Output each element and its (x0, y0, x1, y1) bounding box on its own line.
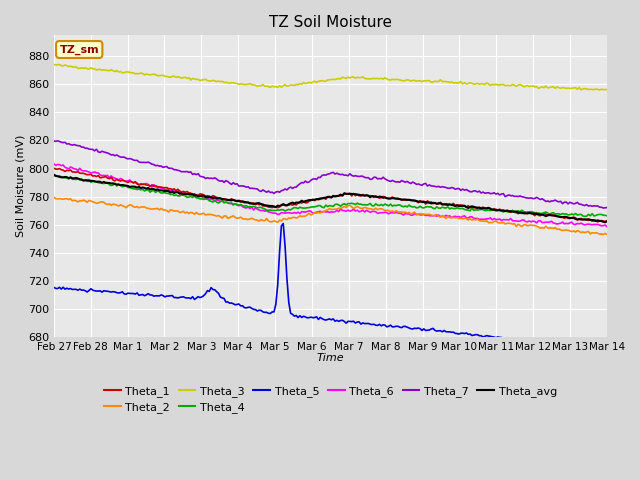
Line: Theta_1: Theta_1 (54, 168, 607, 222)
Theta_2 (52, 196, 60, 202)
Legend: Theta_1, Theta_2, Theta_3, Theta_4, Theta_5, Theta_6, Theta_7, Theta_avg: Theta_1, Theta_2, Theta_3, Theta_4, Thet… (100, 382, 561, 418)
Theta_5 (603, 346, 611, 352)
Theta_7 (52, 138, 60, 144)
Theta_5 (553, 341, 561, 347)
Theta_3 (50, 61, 58, 67)
Line: Theta_5: Theta_5 (54, 224, 607, 349)
Theta_1 (50, 166, 58, 171)
Theta_1 (603, 218, 611, 224)
Theta_6 (50, 161, 58, 167)
Theta_3 (596, 87, 604, 93)
Theta_1 (516, 210, 524, 216)
Theta_3 (52, 62, 60, 68)
Theta_4 (380, 203, 387, 208)
Theta_6 (388, 210, 396, 216)
Theta_4 (581, 214, 589, 219)
Theta_avg (603, 218, 611, 224)
Theta_5 (518, 338, 525, 344)
Theta_avg (50, 172, 58, 178)
Theta_2 (380, 206, 387, 212)
Theta_4 (516, 209, 524, 215)
Theta_2 (388, 208, 396, 214)
Theta_1 (594, 219, 602, 225)
Theta_2 (378, 206, 385, 212)
Theta_6 (516, 218, 524, 224)
Line: Theta_7: Theta_7 (54, 141, 607, 208)
Theta_2 (50, 194, 58, 200)
Theta_7 (600, 205, 607, 211)
Theta_avg (551, 213, 559, 218)
Theta_1 (388, 194, 396, 200)
Theta_1 (380, 193, 387, 199)
Theta_3 (381, 75, 389, 81)
Theta_3 (56, 61, 63, 67)
Line: Theta_2: Theta_2 (54, 197, 607, 235)
Text: TZ_sm: TZ_sm (60, 44, 99, 55)
X-axis label: Time: Time (317, 353, 344, 363)
Theta_2 (603, 231, 611, 237)
Theta_3 (603, 87, 611, 93)
Theta_2 (516, 223, 524, 228)
Theta_3 (518, 83, 525, 88)
Theta_6 (378, 210, 385, 216)
Theta_avg (378, 194, 385, 200)
Theta_6 (380, 210, 387, 216)
Theta_5 (280, 221, 287, 227)
Theta_7 (50, 138, 58, 144)
Theta_5 (380, 322, 387, 328)
Theta_6 (52, 163, 60, 168)
Theta_1 (551, 213, 559, 219)
Y-axis label: Soil Moisture (mV): Soil Moisture (mV) (15, 135, 25, 237)
Theta_7 (390, 179, 398, 184)
Theta_avg (388, 195, 396, 201)
Theta_7 (381, 176, 389, 182)
Theta_3 (553, 84, 561, 90)
Theta_4 (551, 211, 559, 217)
Theta_5 (50, 285, 58, 290)
Theta_7 (54, 138, 61, 144)
Line: Theta_6: Theta_6 (54, 164, 607, 227)
Theta_4 (52, 173, 60, 179)
Theta_2 (551, 225, 559, 230)
Theta_7 (553, 198, 561, 204)
Theta_avg (516, 210, 524, 216)
Theta_6 (551, 221, 559, 227)
Line: Theta_3: Theta_3 (54, 64, 607, 90)
Theta_6 (603, 224, 611, 229)
Theta_5 (52, 286, 60, 291)
Theta_1 (378, 195, 385, 201)
Theta_5 (390, 324, 398, 330)
Title: TZ Soil Moisture: TZ Soil Moisture (269, 15, 392, 30)
Theta_avg (380, 195, 387, 201)
Theta_5 (600, 347, 607, 352)
Theta_7 (603, 204, 611, 210)
Theta_3 (390, 77, 398, 83)
Theta_2 (600, 232, 607, 238)
Line: Theta_4: Theta_4 (54, 175, 607, 216)
Theta_4 (603, 213, 611, 219)
Theta_4 (378, 202, 385, 207)
Theta_avg (601, 219, 609, 225)
Theta_7 (380, 174, 387, 180)
Theta_4 (388, 203, 396, 209)
Line: Theta_avg: Theta_avg (54, 175, 607, 222)
Theta_avg (52, 173, 60, 179)
Theta_3 (380, 76, 387, 82)
Theta_5 (381, 322, 389, 328)
Theta_4 (50, 172, 58, 178)
Theta_1 (52, 166, 60, 172)
Theta_7 (518, 194, 525, 200)
